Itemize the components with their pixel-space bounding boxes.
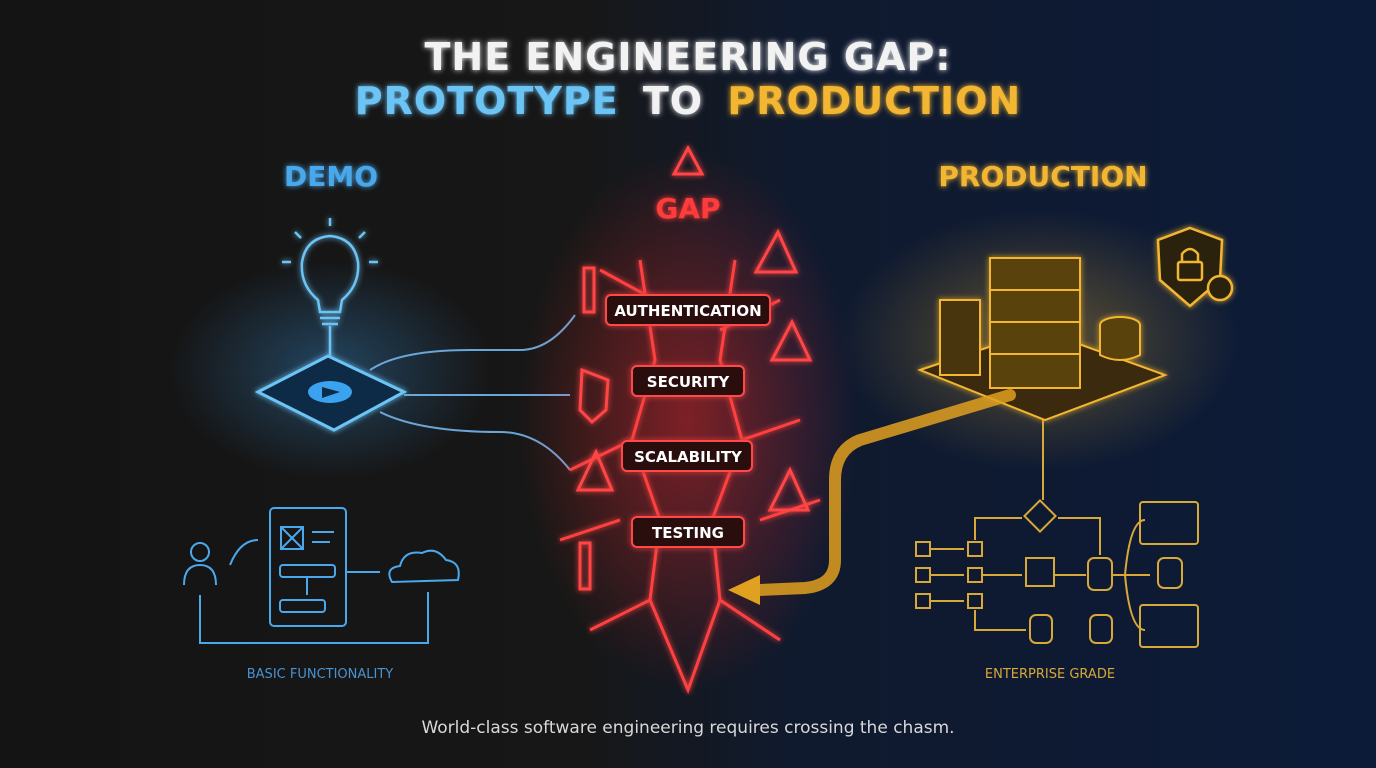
gap-item-scalability: SCALABILITY: [634, 448, 743, 466]
warning-icon: [769, 318, 813, 362]
warning-icon: [767, 466, 811, 512]
gap-item-security: SECURITY: [647, 373, 731, 391]
warning-icon: [671, 144, 705, 176]
gap-glow: [518, 150, 858, 690]
demo-flow-diagram: [183, 507, 460, 644]
title-production: PRODUCTION: [727, 79, 1021, 123]
process-icon: [1025, 557, 1055, 587]
demo-caption: BASIC FUNCTIONALITY: [247, 667, 394, 682]
tablet-icon: [254, 354, 408, 432]
server-stack-icon: [917, 257, 1168, 422]
gap-items: AUTHENTICATION SECURITY SCALABILITY TEST…: [605, 294, 771, 548]
arrow-left-icon: [728, 575, 760, 605]
dashboard-bar-chart-icon: [1139, 604, 1199, 648]
gear-icon: [1206, 274, 1234, 302]
title-line-2: PROTOTYPE TO PRODUCTION: [355, 79, 1021, 123]
production-heading: PRODUCTION: [938, 160, 1147, 193]
barrier-icon: [578, 541, 592, 591]
decision-icon: [1023, 499, 1057, 533]
gap-item-authentication: AUTHENTICATION: [614, 302, 761, 320]
warning-icon: [753, 228, 799, 274]
gap-heading: GAP: [655, 192, 720, 225]
shield-icon: [578, 367, 610, 425]
demo-heading: DEMO: [284, 160, 378, 193]
title-line-1: THE ENGINEERING GAP:: [425, 35, 952, 79]
barrier-icon: [582, 266, 596, 314]
cloud-icon: [388, 549, 460, 584]
title-prototype: PROTOTYPE: [355, 79, 619, 123]
warning-icons: [575, 144, 813, 591]
lightbulb-icon: [282, 218, 378, 360]
footer-text: World-class software engineering require…: [421, 718, 954, 738]
warning-icon: [575, 448, 615, 492]
gap-item-testing: TESTING: [652, 524, 724, 542]
wireframe-app-icon: [269, 507, 347, 627]
user-icon: [190, 542, 210, 562]
shield-lock-icon: [1156, 226, 1234, 308]
database-icons: [1029, 557, 1183, 644]
production-caption: ENTERPRISE GRADE: [985, 667, 1115, 682]
pipeline: [754, 389, 1016, 596]
title-to: TO: [643, 79, 703, 123]
dashboard-line-chart-icon: [1139, 501, 1199, 545]
enterprise-flow-diagram: [915, 420, 1199, 648]
